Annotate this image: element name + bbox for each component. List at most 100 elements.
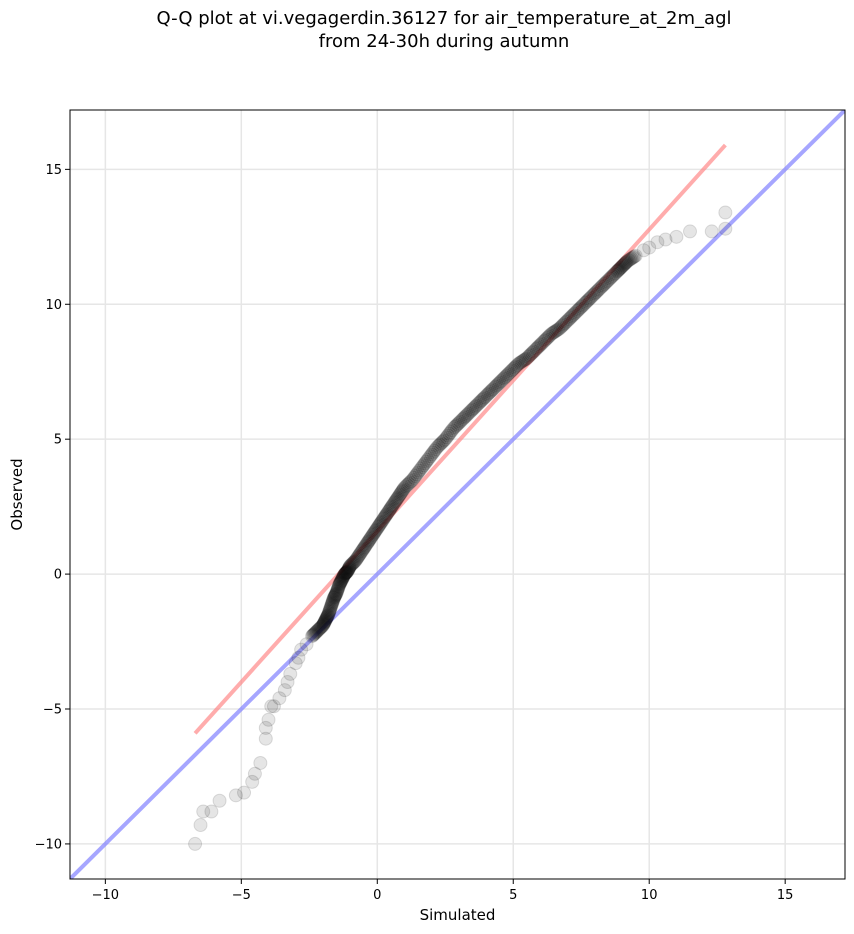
data-point bbox=[397, 480, 412, 495]
data-point bbox=[445, 423, 460, 438]
data-point bbox=[605, 268, 620, 283]
x-axis-label: Simulated bbox=[420, 906, 496, 924]
data-point bbox=[578, 295, 593, 310]
data-point bbox=[458, 409, 473, 424]
data-point bbox=[320, 609, 335, 624]
data-point bbox=[325, 595, 340, 610]
data-point bbox=[368, 523, 383, 538]
data-point bbox=[324, 599, 339, 614]
data-point bbox=[489, 378, 504, 393]
data-point bbox=[329, 585, 344, 600]
data-point bbox=[536, 335, 551, 350]
data-point bbox=[375, 513, 390, 528]
data-point bbox=[529, 341, 544, 356]
data-point bbox=[343, 558, 358, 573]
data-point bbox=[193, 818, 208, 833]
data-point bbox=[299, 637, 314, 652]
data-point bbox=[718, 221, 733, 236]
data-point bbox=[610, 263, 625, 278]
data-point bbox=[533, 337, 548, 352]
data-point bbox=[393, 486, 408, 501]
data-point bbox=[420, 452, 435, 467]
data-point bbox=[258, 720, 273, 735]
data-point bbox=[245, 774, 260, 789]
data-point bbox=[494, 374, 509, 389]
data-point bbox=[327, 590, 342, 605]
data-point bbox=[559, 314, 574, 329]
y-tick-label: 5 bbox=[54, 433, 62, 448]
data-point bbox=[552, 321, 567, 336]
data-point bbox=[312, 621, 327, 636]
data-point bbox=[564, 309, 579, 324]
data-point bbox=[519, 351, 534, 366]
data-point bbox=[382, 503, 397, 518]
data-point bbox=[362, 533, 377, 548]
data-point bbox=[381, 505, 396, 520]
data-point bbox=[330, 581, 345, 596]
data-point bbox=[321, 606, 336, 621]
data-point bbox=[343, 559, 358, 574]
data-point bbox=[574, 299, 589, 314]
data-point bbox=[228, 788, 243, 803]
x-tick-label: −5 bbox=[232, 888, 251, 903]
data-point bbox=[350, 550, 365, 565]
data-point bbox=[277, 683, 292, 698]
data-point bbox=[322, 604, 337, 619]
data-point bbox=[340, 563, 355, 578]
data-point bbox=[683, 224, 697, 239]
data-point bbox=[385, 498, 400, 513]
data-point bbox=[528, 343, 542, 358]
data-point bbox=[583, 290, 598, 305]
data-point bbox=[196, 804, 211, 819]
data-point bbox=[440, 428, 455, 443]
data-point bbox=[354, 544, 369, 559]
data-point bbox=[419, 454, 434, 469]
data-point bbox=[540, 331, 555, 346]
data-point bbox=[472, 395, 487, 410]
data-point bbox=[474, 393, 489, 408]
data-point bbox=[383, 500, 398, 515]
x-tick-label: 5 bbox=[509, 888, 517, 903]
data-point bbox=[617, 256, 632, 271]
data-point bbox=[253, 755, 268, 770]
data-point bbox=[650, 235, 665, 250]
data-point bbox=[718, 205, 733, 220]
data-point bbox=[625, 250, 640, 265]
data-point bbox=[669, 229, 684, 244]
data-point bbox=[593, 281, 608, 296]
data-point bbox=[341, 562, 356, 577]
data-point bbox=[380, 506, 395, 521]
data-point bbox=[305, 628, 320, 643]
data-point bbox=[377, 510, 392, 525]
data-point bbox=[352, 548, 367, 563]
data-point bbox=[365, 527, 380, 542]
data-point bbox=[387, 495, 402, 510]
data-point bbox=[485, 382, 500, 397]
data-point bbox=[315, 618, 330, 633]
data-point bbox=[348, 553, 363, 568]
data-point bbox=[704, 224, 719, 239]
data-point bbox=[336, 568, 351, 583]
data-point bbox=[325, 594, 340, 609]
data-point bbox=[376, 511, 391, 526]
data-point bbox=[443, 424, 458, 439]
data-point bbox=[382, 502, 397, 517]
data-point bbox=[575, 298, 590, 313]
data-point bbox=[525, 345, 540, 360]
data-point bbox=[428, 442, 443, 457]
data-point bbox=[538, 332, 553, 347]
data-point bbox=[462, 405, 477, 420]
data-point bbox=[447, 420, 462, 435]
x-tick-label: −10 bbox=[92, 888, 119, 903]
data-point bbox=[307, 626, 322, 641]
data-point bbox=[338, 566, 353, 581]
data-point bbox=[477, 390, 492, 405]
data-point bbox=[392, 487, 407, 502]
data-point bbox=[636, 243, 651, 258]
data-point bbox=[581, 293, 596, 308]
data-point bbox=[318, 612, 333, 627]
data-point bbox=[521, 349, 536, 364]
plot-frame bbox=[69, 109, 846, 880]
data-point bbox=[495, 372, 510, 387]
data-point bbox=[326, 592, 341, 607]
